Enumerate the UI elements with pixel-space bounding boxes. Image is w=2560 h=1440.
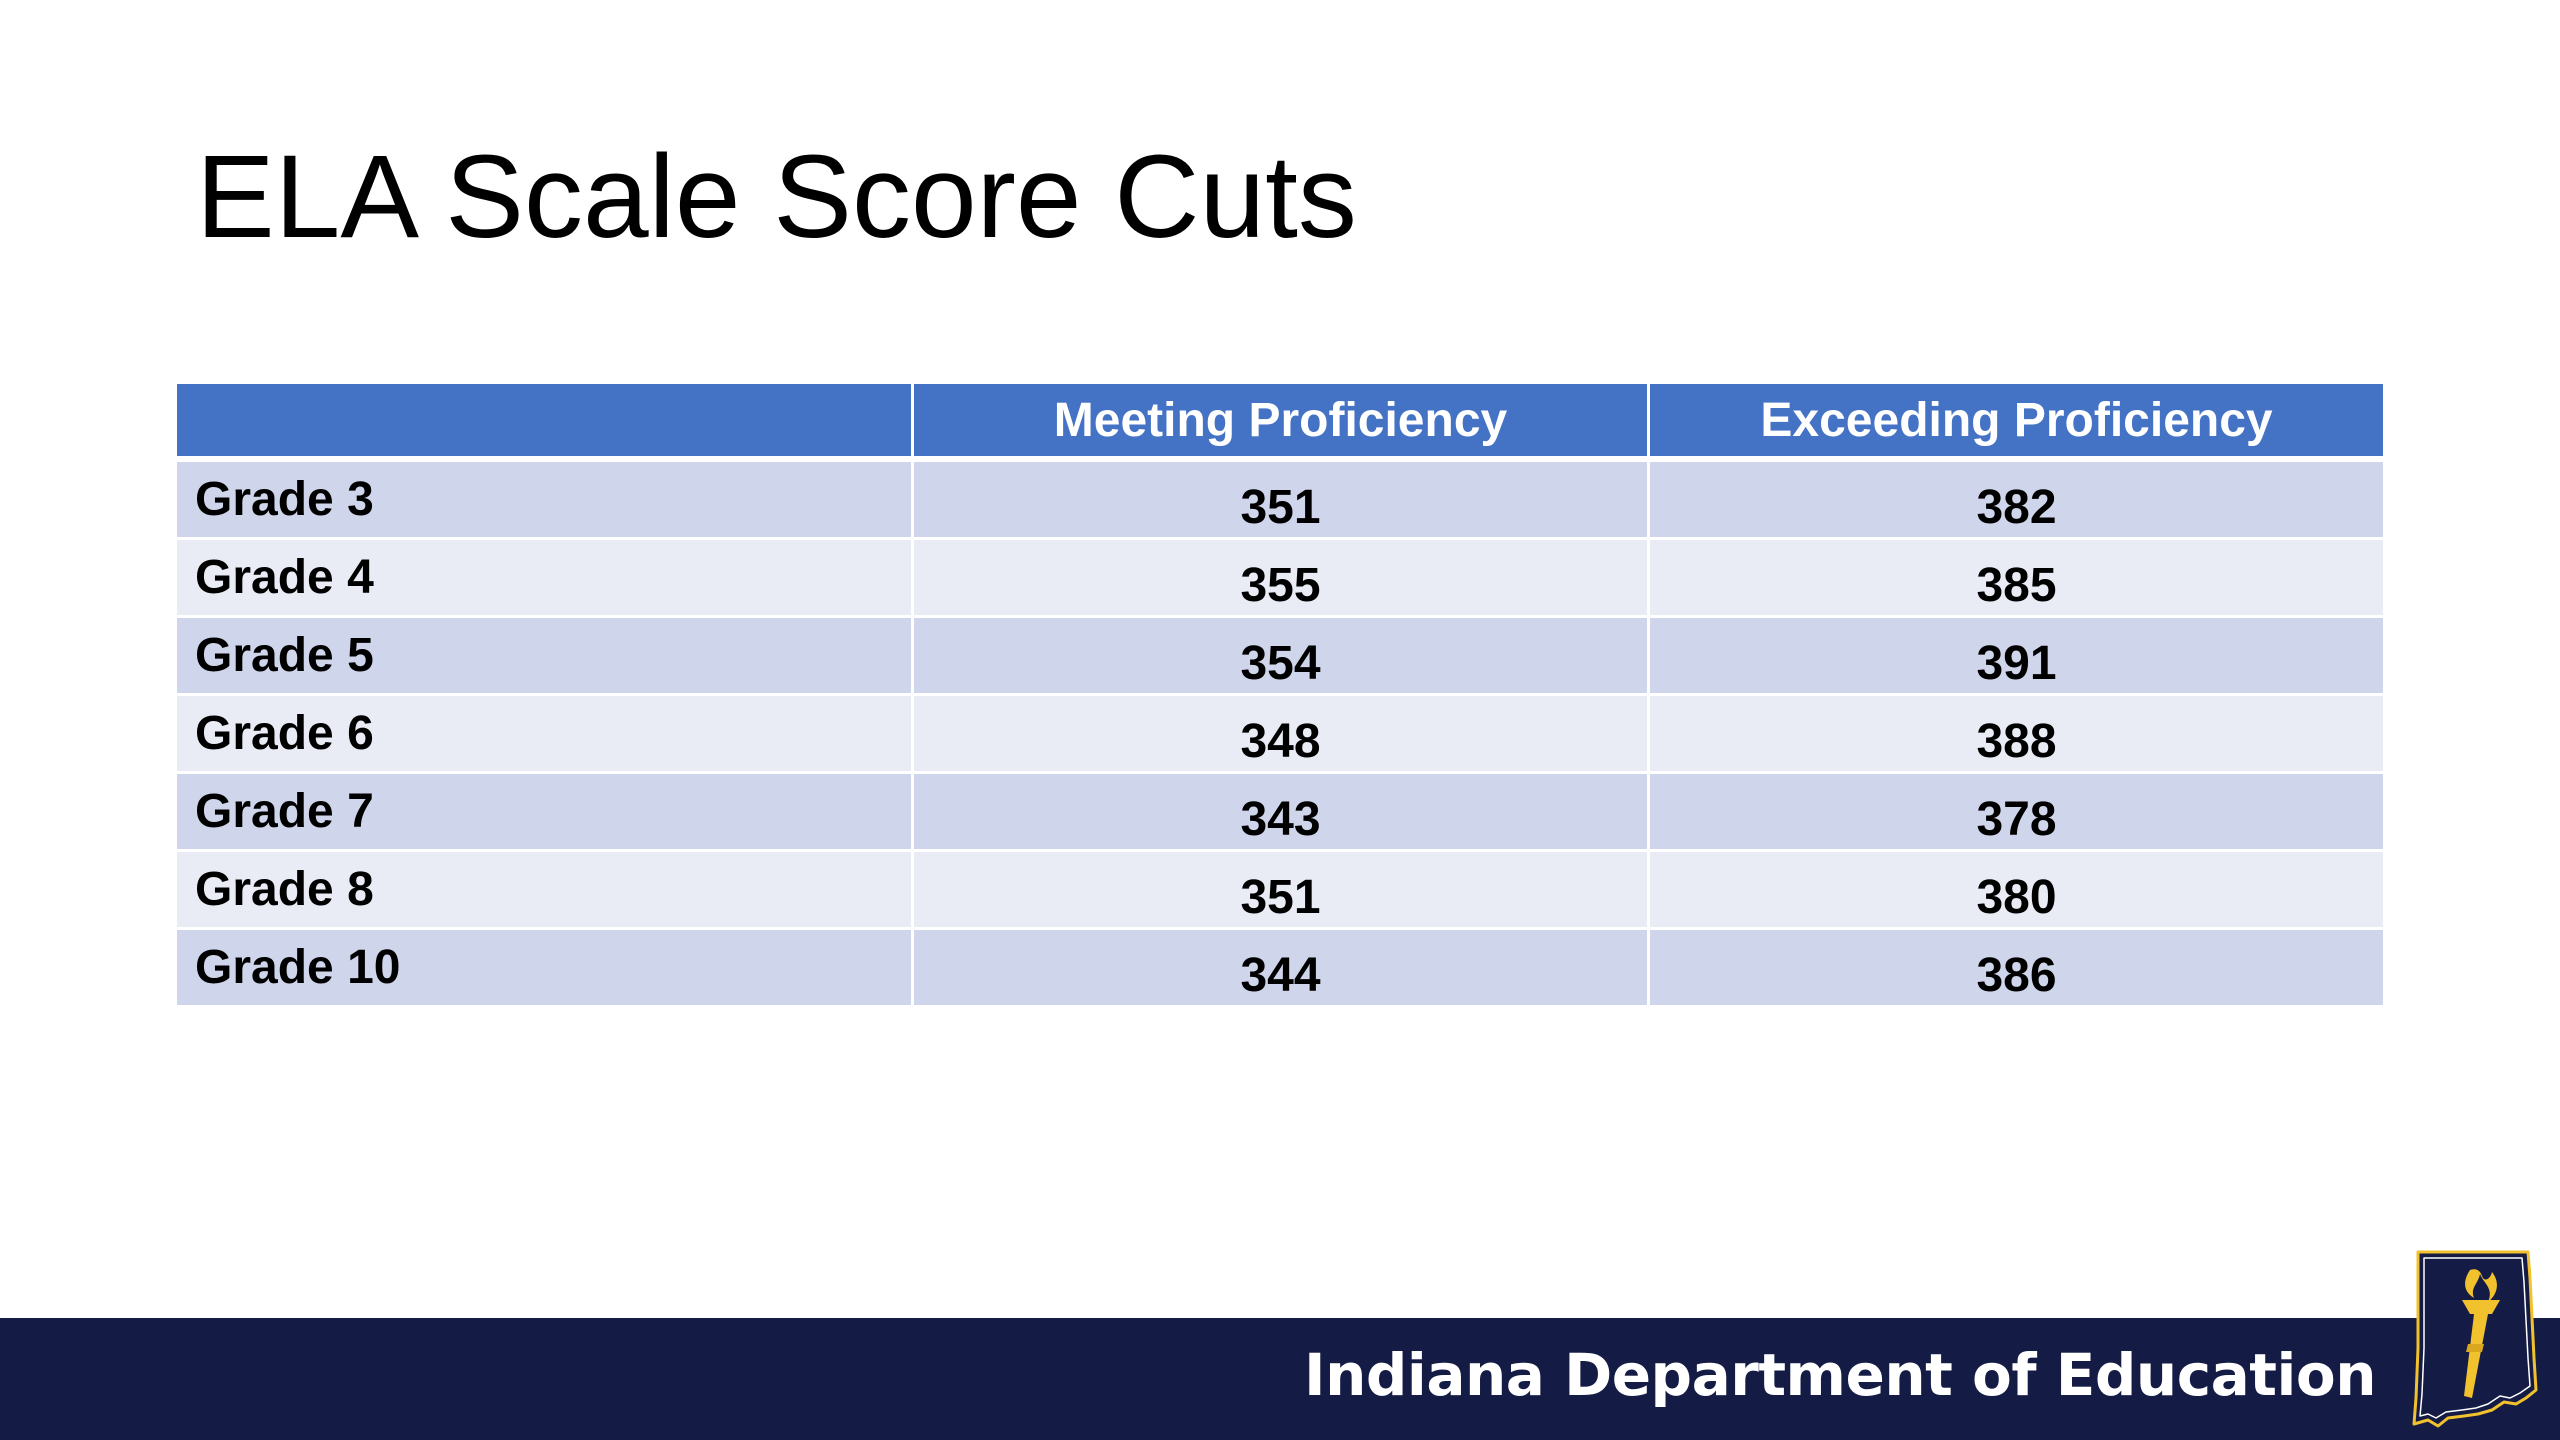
table-header-row: Meeting Proficiency Exceeding Proficienc…: [177, 384, 2383, 462]
table-row: Grade 8 351 380: [177, 849, 2383, 927]
exceeding-score-cell: 391: [1647, 615, 2383, 693]
exceeding-score-cell: 386: [1647, 927, 2383, 1005]
grade-cell: Grade 4: [177, 537, 911, 615]
meeting-score-cell: 343: [911, 771, 1647, 849]
meeting-score-cell: 344: [911, 927, 1647, 1005]
organization-name: Indiana Department of Education: [1304, 1341, 2376, 1409]
grade-cell: Grade 6: [177, 693, 911, 771]
exceeding-score-cell: 388: [1647, 693, 2383, 771]
meeting-score-cell: 351: [911, 849, 1647, 927]
meeting-score-cell: 354: [911, 615, 1647, 693]
table-row: Grade 7 343 378: [177, 771, 2383, 849]
table-row: Grade 4 355 385: [177, 537, 2383, 615]
table-row: Grade 3 351 382: [177, 462, 2383, 537]
table-row: Grade 6 348 388: [177, 693, 2383, 771]
score-cuts-table: Meeting Proficiency Exceeding Proficienc…: [177, 384, 2383, 1005]
grade-cell: Grade 5: [177, 615, 911, 693]
meeting-score-cell: 351: [911, 462, 1647, 537]
exceeding-score-cell: 380: [1647, 849, 2383, 927]
exceeding-score-cell: 385: [1647, 537, 2383, 615]
table-row: Grade 5 354 391: [177, 615, 2383, 693]
header-grade: [177, 384, 911, 462]
header-meeting-proficiency: Meeting Proficiency: [911, 384, 1647, 462]
grade-cell: Grade 7: [177, 771, 911, 849]
grade-cell: Grade 8: [177, 849, 911, 927]
footer-bar: Indiana Department of Education: [0, 1318, 2560, 1440]
meeting-score-cell: 355: [911, 537, 1647, 615]
meeting-score-cell: 348: [911, 693, 1647, 771]
slide-title: ELA Scale Score Cuts: [196, 131, 1357, 263]
table-row: Grade 10 344 386: [177, 927, 2383, 1005]
header-exceeding-proficiency: Exceeding Proficiency: [1647, 384, 2383, 462]
indiana-torch-logo-icon: [2412, 1250, 2538, 1428]
grade-cell: Grade 10: [177, 927, 911, 1005]
exceeding-score-cell: 382: [1647, 462, 2383, 537]
grade-cell: Grade 3: [177, 462, 911, 537]
exceeding-score-cell: 378: [1647, 771, 2383, 849]
